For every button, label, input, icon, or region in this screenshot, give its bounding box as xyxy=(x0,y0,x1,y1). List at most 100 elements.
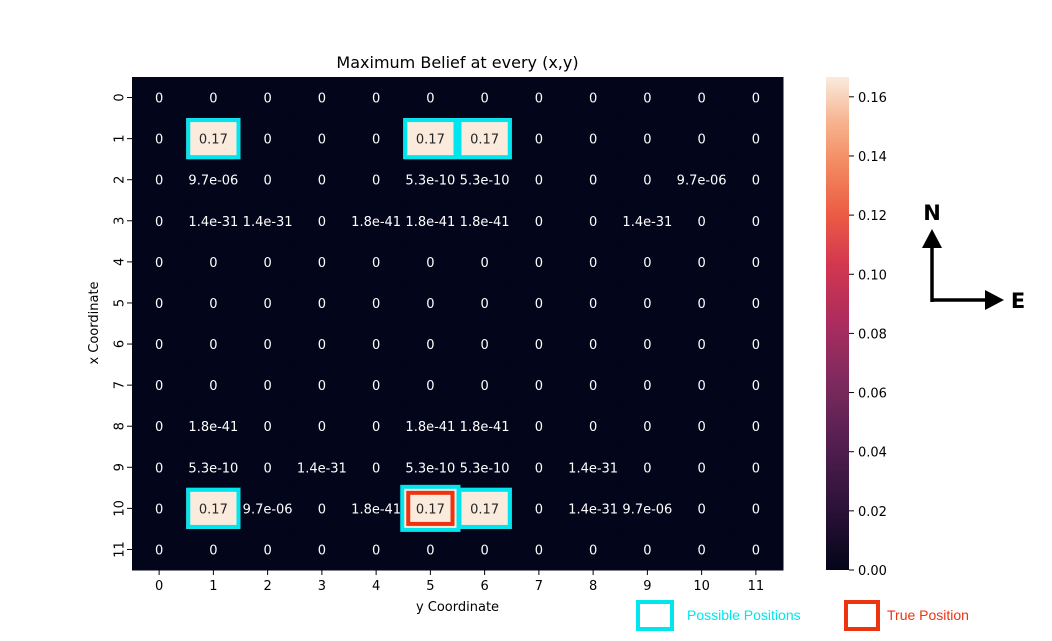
heatmap-cell xyxy=(132,364,187,407)
cell-value-label: 0 xyxy=(697,215,705,230)
heatmap-cell xyxy=(403,446,458,489)
legend: Possible Positions True Position xyxy=(636,600,969,631)
cell-value-label: 0 xyxy=(480,256,488,271)
y-tick-label: 6 xyxy=(113,340,128,348)
cell-value-label: 0 xyxy=(263,338,271,353)
possible-position-box xyxy=(457,118,512,160)
cell-value-label: 0 xyxy=(535,379,543,394)
cell-value-label: 0 xyxy=(589,338,597,353)
heatmap-cell xyxy=(294,118,350,160)
cell-value-label: 0 xyxy=(535,502,543,517)
heatmap-cell xyxy=(132,159,187,201)
cell-value-label: 0 xyxy=(318,502,326,517)
cell-value-label: 0 xyxy=(697,256,705,271)
cell-value-label: 0 xyxy=(480,297,488,312)
cell-value-label: 0 xyxy=(752,502,760,517)
colorbar-tick-label: 0.08 xyxy=(858,327,887,342)
north-arrow-icon xyxy=(922,229,942,248)
cell-value-label: 0 xyxy=(643,461,651,476)
heatmap-cell xyxy=(728,200,784,242)
heatmap-cell xyxy=(511,405,567,448)
cell-value-label: 0 xyxy=(372,92,380,107)
heatmap-cell xyxy=(240,364,296,407)
heatmap-cell xyxy=(186,528,241,571)
cell-value-label: 0 xyxy=(752,543,760,558)
cell-value-label: 0 xyxy=(372,133,380,148)
colorbar-tick-label: 0.12 xyxy=(858,209,887,224)
colorbar xyxy=(826,77,849,570)
cell-value-label: 0 xyxy=(318,543,326,558)
heatmap-cell xyxy=(186,200,241,242)
cell-value-label: 0 xyxy=(589,133,597,148)
true-position-swatch xyxy=(844,600,880,631)
possible-positions-swatch xyxy=(636,600,674,631)
cell-value-label: 0 xyxy=(318,92,326,107)
cell-value-label: 0 xyxy=(697,461,705,476)
heatmap-cell xyxy=(403,159,458,201)
cell-value-label: 0 xyxy=(318,215,326,230)
cell-value-label: 0 xyxy=(263,174,271,189)
compass-north-label: N xyxy=(923,201,941,225)
x-tick-label: 1 xyxy=(209,579,217,594)
y-tick-label: 0 xyxy=(113,93,128,101)
cell-value-label: 0 xyxy=(155,133,163,148)
y-tick-label: 1 xyxy=(113,134,128,142)
heatmap-cell xyxy=(240,159,296,201)
cell-value-label: 0 xyxy=(155,420,163,435)
heatmap-cell xyxy=(349,159,404,201)
heatmap-cell xyxy=(294,405,350,448)
heatmap-cell xyxy=(132,200,187,242)
heatmap-cell xyxy=(132,528,187,571)
heatmap-cell xyxy=(457,528,513,571)
heatmap-cell xyxy=(403,77,458,119)
cell-value-label: 0 xyxy=(372,379,380,394)
cell-value-label: 0 xyxy=(752,92,760,107)
heatmap-cell xyxy=(620,364,675,407)
cell-value-label: 0 xyxy=(209,338,217,353)
cell-value-label: 1.4e-31 xyxy=(297,461,347,476)
cell-value-label: 0 xyxy=(372,420,380,435)
cell-value-label: 0 xyxy=(643,133,651,148)
cell-value-label: 0 xyxy=(535,133,543,148)
cell-value-label: 0 xyxy=(752,297,760,312)
x-tick-label: 11 xyxy=(748,579,765,594)
heatmap-cell xyxy=(511,323,567,366)
heatmap-cell xyxy=(403,200,458,242)
cell-value-label: 0 xyxy=(697,133,705,148)
heatmap-cell xyxy=(674,77,730,119)
colorbar-tick-label: 0.06 xyxy=(858,387,887,402)
heatmap-cell xyxy=(620,118,675,160)
y-tick-label: 8 xyxy=(113,422,128,430)
heatmap-cell xyxy=(349,241,404,283)
cell-value-label: 5.3e-10 xyxy=(460,174,510,189)
y-tick-label: 5 xyxy=(113,299,128,307)
heatmap-cell xyxy=(349,446,404,489)
cell-value-label: 0 xyxy=(263,543,271,558)
cell-value-label: 1.4e-31 xyxy=(622,215,672,230)
cell-value-label: 0 xyxy=(372,256,380,271)
cell-value-label: 5.3e-10 xyxy=(405,174,455,189)
cell-value-label: 1.4e-31 xyxy=(568,502,618,517)
heatmap-cell xyxy=(566,528,621,571)
heatmap-cell xyxy=(349,528,404,571)
heatmap-cell xyxy=(457,323,513,366)
compass: N E xyxy=(922,201,1025,313)
heatmap-cell xyxy=(294,77,350,119)
heatmap-cell xyxy=(132,241,187,283)
heatmap-cell xyxy=(186,405,241,448)
heatmap-cell xyxy=(186,364,241,407)
cell-value-label: 0 xyxy=(589,174,597,189)
cell-value-label: 0 xyxy=(209,379,217,394)
heatmap-cell xyxy=(511,77,567,119)
heatmap-cell xyxy=(511,200,567,242)
cell-value-label: 0.17 xyxy=(199,502,228,517)
cell-value-label: 0 xyxy=(209,543,217,558)
colorbar-tick-label: 0.00 xyxy=(858,564,887,579)
heatmap-cell xyxy=(620,323,675,366)
cell-value-label: 9.7e-06 xyxy=(677,174,727,189)
heatmap-cell xyxy=(566,77,621,119)
cell-value-label: 0 xyxy=(697,92,705,107)
cell-value-label: 0 xyxy=(643,543,651,558)
cell-value-label: 0 xyxy=(697,338,705,353)
heatmap-cell xyxy=(240,77,296,119)
